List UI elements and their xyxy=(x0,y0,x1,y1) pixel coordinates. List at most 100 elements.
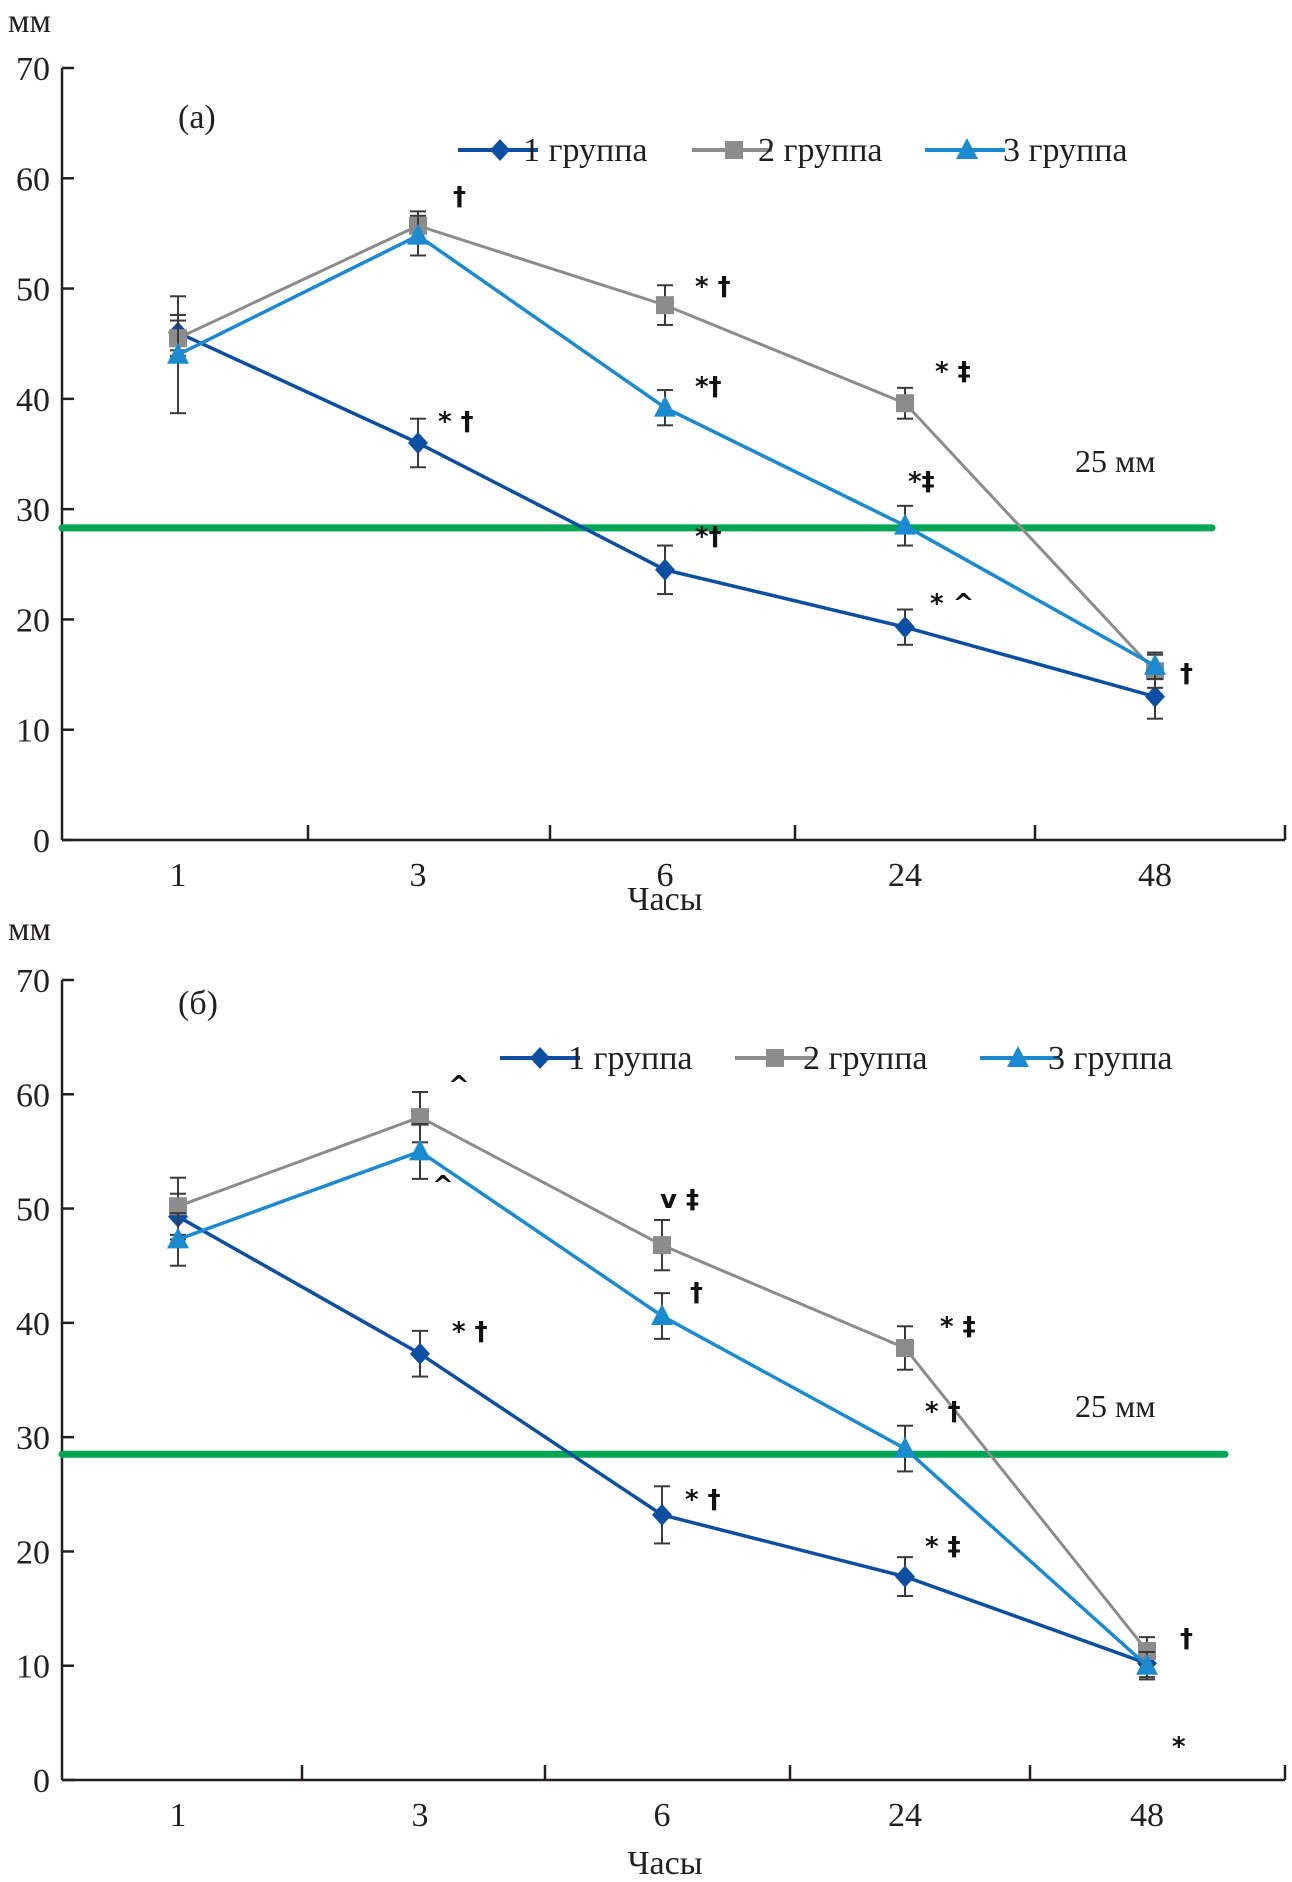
y-axis-title: мм xyxy=(8,911,51,948)
legend-marker-square xyxy=(766,1049,784,1067)
y-tick-label: 20 xyxy=(16,602,50,639)
data-point-diamond xyxy=(895,616,915,639)
y-tick-label: 20 xyxy=(16,1534,50,1571)
legend-marker-square xyxy=(725,141,743,159)
x-tick-label: 3 xyxy=(410,857,427,894)
data-point-diamond xyxy=(1145,685,1165,708)
significance-marker: *‡ xyxy=(908,467,935,497)
data-point-square xyxy=(896,394,914,413)
x-tick-label: 24 xyxy=(888,1797,922,1834)
legend: 1 группа 2 группа 3 группа xyxy=(458,132,1127,169)
significance-marker: * † xyxy=(438,407,474,437)
significance-marker: *† xyxy=(695,522,722,552)
data-point-diamond xyxy=(410,1342,430,1365)
significance-marker: * ‡ xyxy=(925,1532,961,1562)
legend-item: 1 группа xyxy=(458,132,647,169)
significance-marker: † xyxy=(1180,1624,1193,1654)
legend-label: 1 группа xyxy=(523,132,647,169)
significance-marker: * † xyxy=(925,1397,961,1427)
data-point-square xyxy=(656,296,674,315)
significance-marker: † xyxy=(690,1278,703,1308)
legend-label: 2 группа xyxy=(803,1040,927,1077)
y-tick-label: 30 xyxy=(16,1420,50,1457)
data-point-triangle xyxy=(894,513,916,535)
significance-marker: *† xyxy=(695,372,722,402)
significance-marker: v ‡ xyxy=(660,1185,699,1215)
y-tick-label: 50 xyxy=(16,1192,50,1229)
significance-marker: ^ xyxy=(448,1071,470,1101)
x-tick-label: 1 xyxy=(170,857,187,894)
significance-marker: * † xyxy=(685,1485,721,1515)
y-tick-label: 0 xyxy=(33,823,50,860)
series-2 xyxy=(169,1091,1156,1666)
reference-line-label: 25 мм xyxy=(1075,1388,1156,1424)
data-point-triangle xyxy=(654,395,676,417)
data-point-triangle xyxy=(651,1304,673,1325)
y-tick-label: 50 xyxy=(16,272,50,309)
x-tick-label: 48 xyxy=(1138,857,1172,894)
data-point-square xyxy=(896,1339,914,1357)
data-point-diamond xyxy=(895,1565,915,1588)
significance-marker: † xyxy=(453,182,466,212)
y-tick-label: 70 xyxy=(16,51,50,88)
significance-marker: * ^ xyxy=(930,589,974,619)
legend-marker-triangle xyxy=(956,138,978,159)
y-axis-title: мм xyxy=(8,3,51,40)
series-line xyxy=(177,224,1157,673)
y-tick-label: 60 xyxy=(16,161,50,198)
y-tick-label: 10 xyxy=(16,1649,50,1686)
y-tick-label: 0 xyxy=(33,1763,50,1800)
legend-label: 3 группа xyxy=(1003,132,1127,169)
legend-label: 2 группа xyxy=(758,132,882,169)
legend-item: 3 группа xyxy=(925,132,1127,169)
data-point-triangle xyxy=(409,1139,431,1161)
legend-marker-diamond xyxy=(490,139,510,161)
x-tick-label: 1 xyxy=(170,1797,187,1834)
panel-label: (a) xyxy=(178,99,216,136)
data-point-diamond xyxy=(655,558,675,581)
significance-marker: * † xyxy=(452,1317,488,1347)
data-point-triangle xyxy=(894,1436,916,1458)
series-line xyxy=(177,1215,1148,1666)
significance-marker: ^ xyxy=(432,1171,454,1201)
legend: 1 группа 2 группа 3 группа xyxy=(500,1040,1172,1077)
legend-item: 3 группа xyxy=(980,1040,1172,1077)
significance-marker: * † xyxy=(695,272,731,302)
series-2 xyxy=(169,210,1164,689)
data-point-square xyxy=(411,1108,429,1127)
data-point-square xyxy=(1138,1641,1156,1660)
data-point-square xyxy=(653,1236,671,1255)
x-tick-label: 3 xyxy=(412,1797,429,1834)
legend-marker-triangle xyxy=(1007,1046,1029,1067)
panel-label: (б) xyxy=(178,985,218,1022)
series-1 xyxy=(168,314,1165,720)
data-point-triangle xyxy=(167,1227,189,1249)
data-point-triangle xyxy=(1136,1653,1158,1675)
y-tick-label: 30 xyxy=(16,492,50,529)
data-point-diamond xyxy=(652,1503,672,1526)
x-tick-label: 6 xyxy=(657,857,674,894)
panel-b: 0 10 20 30 40 50 60 70 1 3 6 24 48 мм Часы (б) 25 мм 1 гр… xyxy=(8,911,1287,1882)
series-3 xyxy=(167,1123,1158,1681)
data-point-triangle xyxy=(1144,653,1166,675)
x-tick-label: 48 xyxy=(1130,1797,1164,1834)
legend-item: 1 группа xyxy=(500,1040,692,1077)
significance-marker: * ‡ xyxy=(940,1312,976,1342)
legend-item: 2 группа xyxy=(735,1040,927,1077)
significance-marker: † xyxy=(1180,659,1193,689)
legend-label: 1 группа xyxy=(568,1040,692,1077)
y-tick-label: 70 xyxy=(16,963,50,1000)
x-tick-label: 6 xyxy=(654,1797,671,1834)
y-tick-label: 60 xyxy=(16,1077,50,1114)
data-point-triangle xyxy=(167,342,189,364)
significance-marker: * ‡ xyxy=(935,357,971,387)
x-axis-title: Часы xyxy=(627,1845,702,1882)
series-3 xyxy=(167,214,1166,680)
y-tick-label: 40 xyxy=(16,1306,50,1343)
y-tick-label: 40 xyxy=(16,382,50,419)
legend-label: 3 группа xyxy=(1048,1040,1172,1077)
x-tick-label: 24 xyxy=(888,857,922,894)
panel-a: 0 10 20 30 40 50 60 70 1 3 6 24 48 мм Часы (a) 25 мм 1 гр… xyxy=(8,3,1287,918)
data-point-square xyxy=(169,1197,187,1216)
